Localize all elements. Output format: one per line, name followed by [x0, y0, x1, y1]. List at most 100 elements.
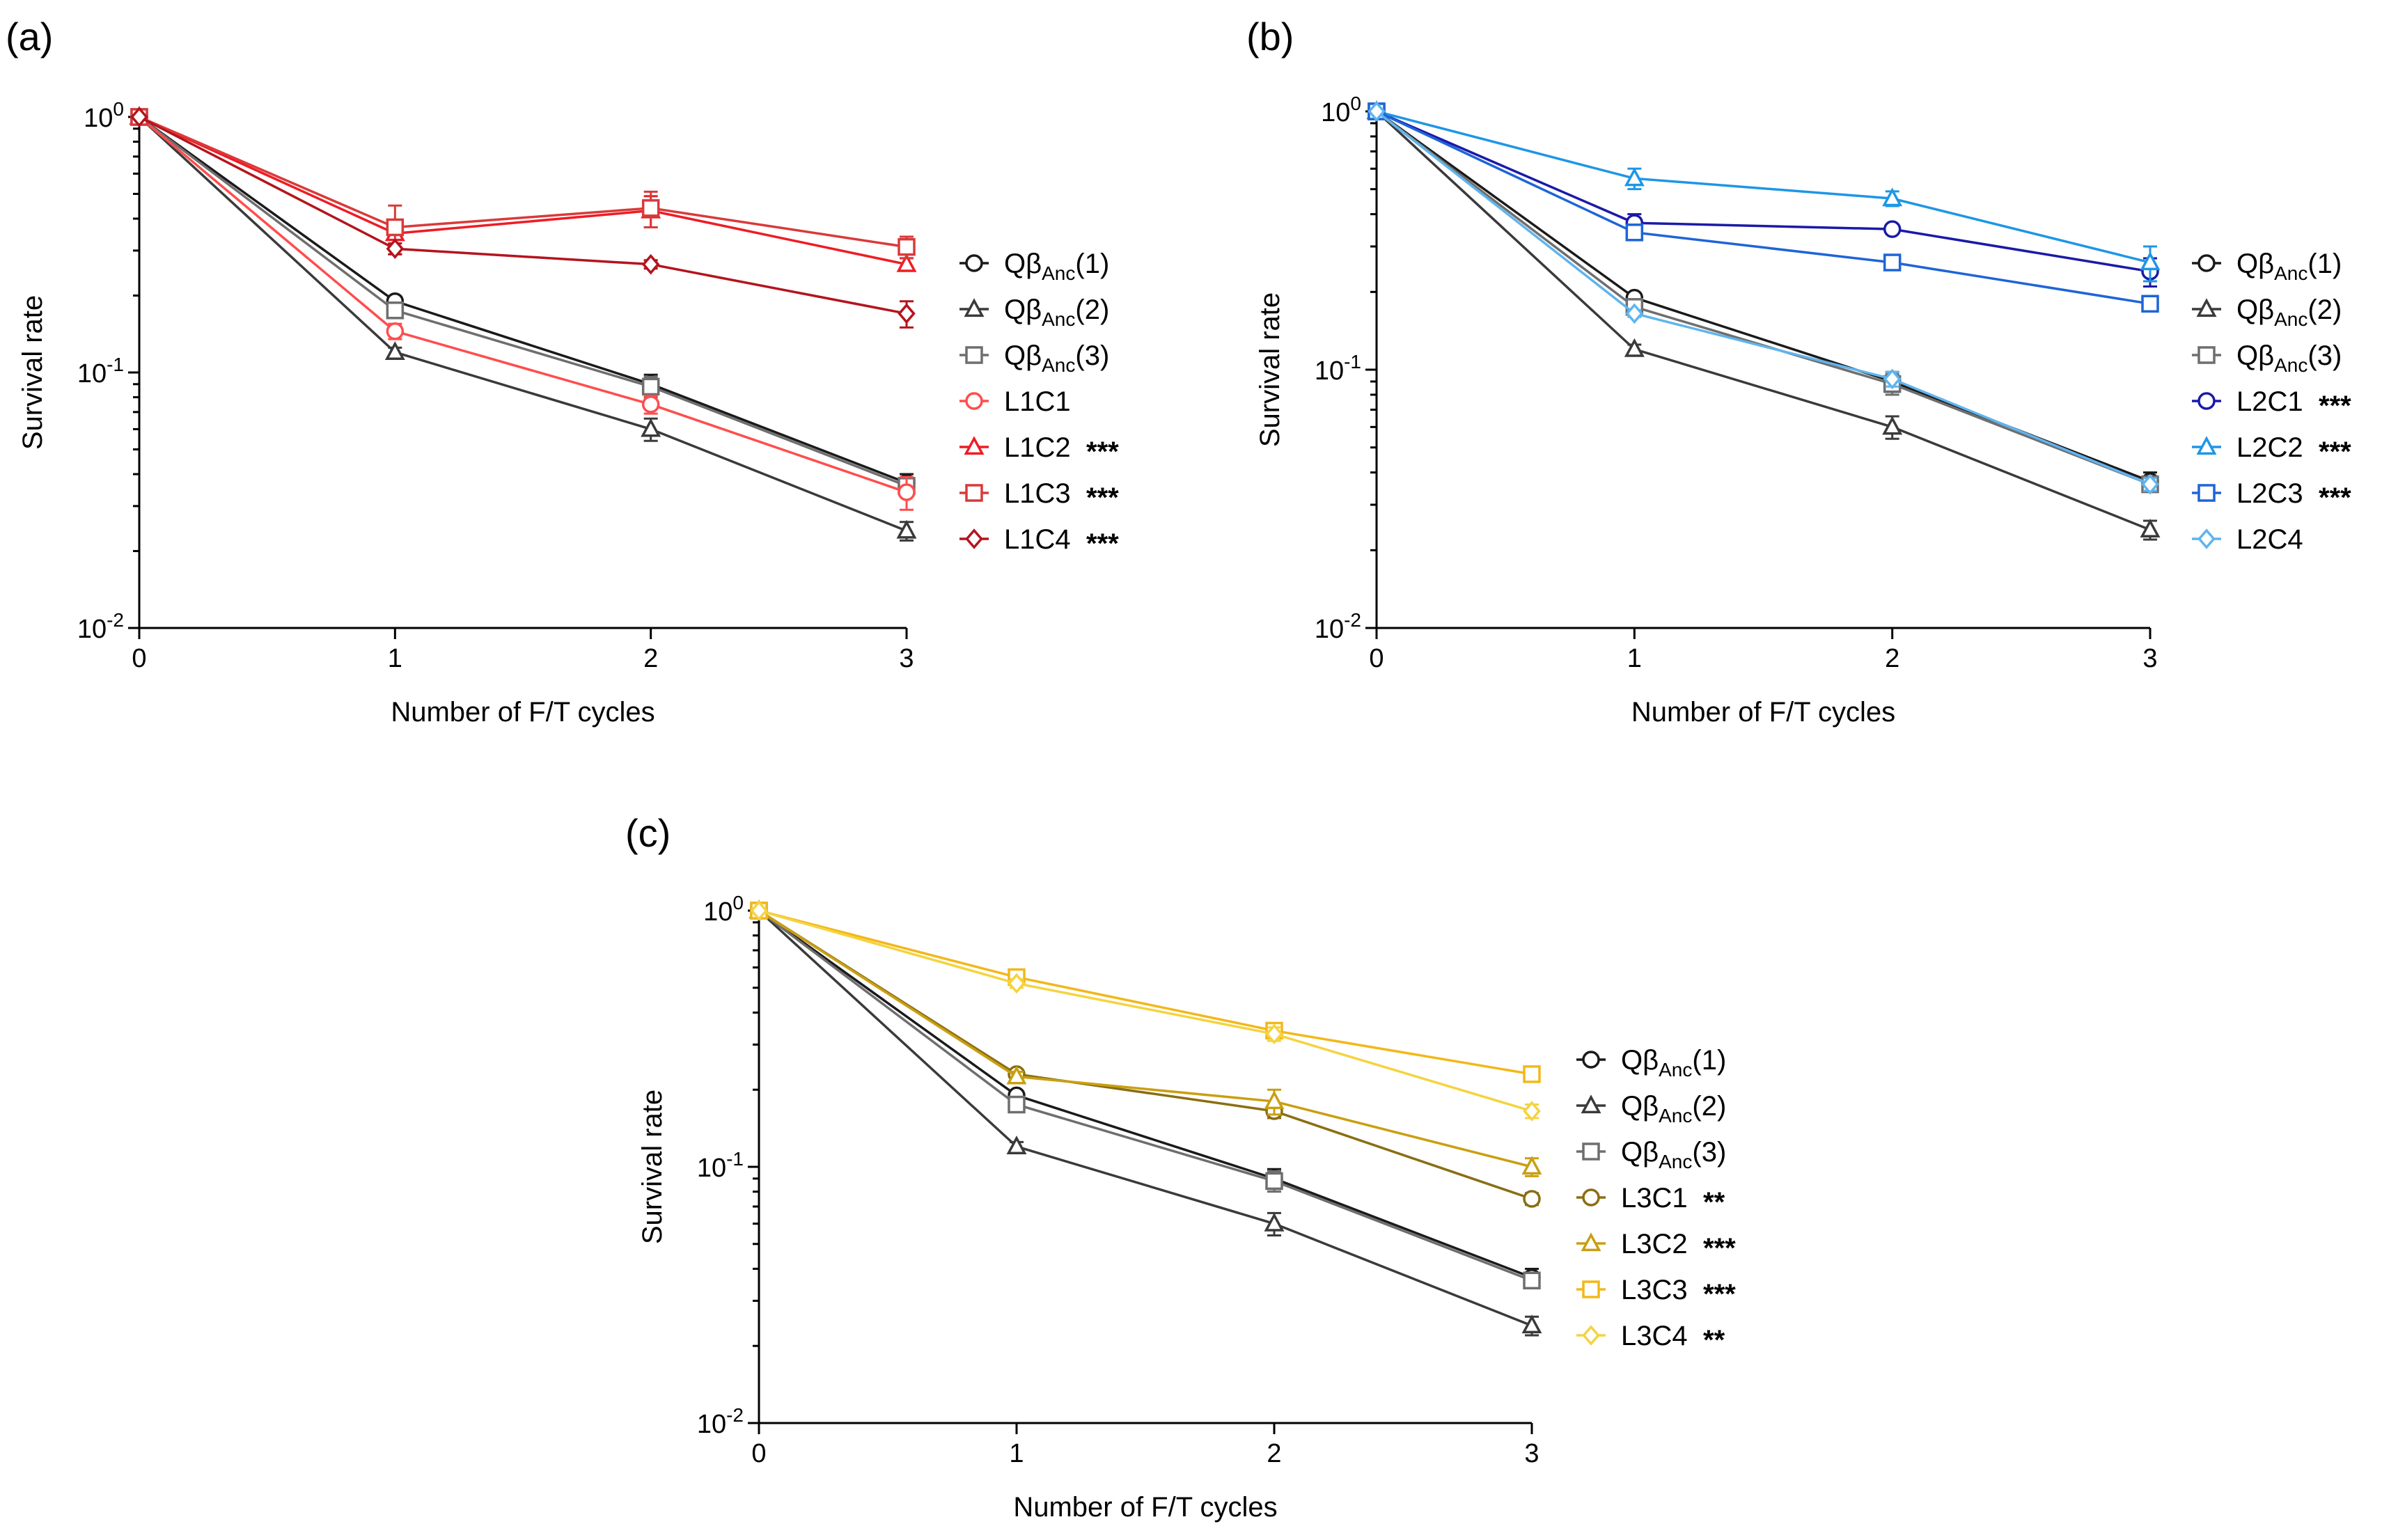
legend-marker — [1582, 1325, 1600, 1346]
significance-stars: *** — [1086, 482, 1119, 513]
data-point — [1883, 220, 1902, 238]
series-line — [1376, 110, 2151, 264]
series-L3C2-4 — [749, 899, 1542, 1177]
legend-entry: L2C4 — [2192, 524, 2303, 555]
x-axis-label: Number of F/T cycles — [1013, 1492, 1277, 1523]
legend-marker — [965, 484, 983, 502]
y-tick-label: 100 — [1321, 93, 1361, 127]
series-line — [758, 909, 1533, 1076]
x-tick-label: 3 — [2142, 644, 2157, 673]
y-tick-label: 10-2 — [697, 1404, 744, 1439]
legend-label: L1C3 — [1004, 478, 1071, 509]
legend-label: QβAnc(3) — [1004, 340, 1109, 376]
data-point — [1523, 1190, 1541, 1208]
legend-marker — [2197, 528, 2216, 549]
data-point — [1883, 253, 1902, 272]
legend-marker — [2197, 392, 2216, 410]
legend-marker — [2196, 436, 2217, 455]
legend-label: QβAnc(3) — [1621, 1137, 1726, 1172]
data-point — [2140, 519, 2161, 538]
panel-c: (c) 100 10-1 10-20 1 2 3 Number of F/T cycles Su… — [625, 811, 1736, 1523]
data-point — [386, 238, 405, 260]
data-point — [2140, 251, 2161, 271]
legend-marker — [1581, 1232, 1601, 1252]
legend-label: L2C1 — [2236, 386, 2303, 417]
data-point — [384, 341, 405, 361]
legend-entry: L3C4 ** — [1576, 1321, 1725, 1356]
legend-marker — [1582, 1142, 1600, 1161]
data-point — [898, 237, 916, 256]
significance-stars: *** — [1703, 1233, 1736, 1264]
x-tick-label: 1 — [388, 644, 402, 673]
data-point — [1883, 368, 1902, 390]
legend-label: L1C1 — [1004, 386, 1071, 417]
legend-entry: QβAnc(1) — [2192, 249, 2342, 284]
x-tick-label: 2 — [643, 644, 658, 673]
significance-stars: *** — [2319, 482, 2351, 513]
data-point — [896, 253, 917, 272]
legend-entry: QβAnc(2) — [2192, 294, 2342, 330]
series-L1C4-6 — [130, 107, 916, 329]
series-L1C2-4 — [129, 106, 917, 272]
data-point — [1265, 1172, 1283, 1191]
data-point — [1523, 1101, 1541, 1122]
legend-label: L1C2 — [1004, 432, 1071, 463]
data-point — [1625, 223, 1644, 242]
legend-entry: L2C3 *** — [2192, 478, 2351, 513]
series-line — [138, 116, 907, 485]
legend-label: QβAnc(1) — [1004, 249, 1109, 284]
legend-marker — [2196, 298, 2217, 317]
data-point — [130, 107, 148, 127]
legend-label: QβAnc(1) — [1621, 1045, 1726, 1081]
data-point — [1008, 1095, 1026, 1114]
legend-marker — [2197, 254, 2216, 272]
legend-label: L3C2 — [1621, 1229, 1688, 1259]
panel-b: (b) 100 10-1 10-2 0 1 2 3 Number of F/T cycles Su… — [1246, 15, 2351, 728]
series-line — [139, 116, 907, 266]
legend-entry: QβAnc(3) — [1576, 1137, 1726, 1172]
legend-entry: L2C1 *** — [2192, 386, 2351, 421]
series-L2C3-5 — [1368, 102, 2159, 313]
series-line — [758, 909, 1533, 1327]
legend-label: L2C4 — [2236, 524, 2303, 555]
y-tick-label: 10-1 — [697, 1148, 744, 1183]
series-Q2-1 — [749, 899, 1542, 1337]
legend-marker — [1582, 1051, 1600, 1069]
legend-marker — [964, 298, 985, 317]
series-L2C4-6 — [1368, 101, 2159, 495]
legend-marker — [2197, 346, 2216, 364]
legend-label: QβAnc(2) — [2236, 294, 2342, 330]
data-point — [1624, 338, 1645, 357]
series-Q2-1 — [1366, 100, 2161, 541]
legend-marker — [965, 528, 983, 549]
series-line — [758, 909, 1533, 1168]
legend-marker — [1582, 1280, 1600, 1298]
series-L3C4-6 — [750, 900, 1541, 1122]
series-line — [138, 116, 907, 494]
data-point — [1882, 416, 1903, 435]
data-point — [1625, 303, 1644, 324]
significance-stars: *** — [1703, 1279, 1736, 1310]
legend-label: L3C4 — [1621, 1321, 1688, 1351]
series-line — [758, 909, 1533, 1282]
panel-label: (b) — [1246, 15, 1294, 58]
data-point — [750, 900, 768, 921]
x-tick-label: 3 — [899, 644, 914, 673]
series-L1C3-5 — [130, 108, 916, 260]
legend-marker — [965, 346, 983, 364]
data-point — [898, 303, 916, 324]
data-point — [1882, 187, 1903, 207]
y-tick-label: 10-2 — [77, 609, 124, 644]
data-point — [898, 483, 916, 501]
legend-entry: QβAnc(3) — [959, 340, 1109, 376]
data-point — [641, 418, 661, 437]
series-line — [1376, 110, 2151, 306]
legend-marker — [965, 254, 983, 272]
legend-label: L2C2 — [2236, 432, 2303, 463]
series-line — [1375, 110, 2151, 531]
data-point — [1624, 167, 1645, 187]
series-L1C1-3 — [130, 108, 916, 511]
legend-marker — [1581, 1094, 1601, 1114]
significance-stars: *** — [1086, 437, 1119, 467]
data-point — [1523, 1065, 1541, 1083]
